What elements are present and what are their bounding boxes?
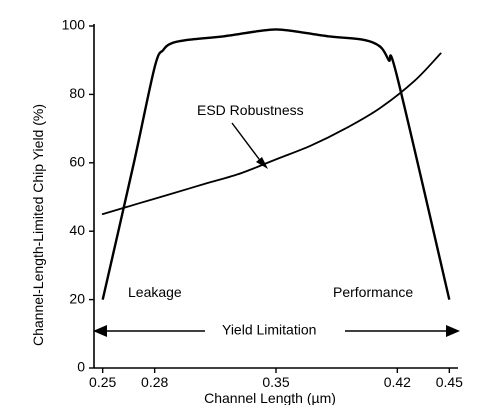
- yield-curve-line: [101, 28, 451, 300]
- performance-label: Performance: [333, 284, 413, 300]
- esd-robustness-label: ESD Robustness: [197, 102, 304, 118]
- x-ticks: 0.25 0.28 0.35 0.42 0.45: [89, 368, 463, 390]
- yield-limitation-arrow-head-right: [446, 325, 460, 337]
- y-axis-title: Channel-Length-Limited Chip Yield (%): [30, 104, 46, 346]
- x-tick-label: 0.28: [141, 374, 168, 390]
- y-tick-label: 0: [77, 359, 85, 375]
- y-tick-label: 60: [69, 154, 85, 170]
- axes: [93, 24, 458, 369]
- x-tick-label: 0.35: [262, 374, 289, 390]
- esd-pointer-arrow-head: [256, 157, 268, 169]
- y-tick-label: 40: [69, 222, 85, 238]
- y-tick-label: 100: [62, 17, 86, 33]
- y-ticks: 0 20 40 60 80 100: [62, 17, 94, 375]
- y-tick-label: 80: [69, 85, 85, 101]
- yield-limitation-arrow-head-left: [93, 325, 107, 337]
- y-tick-label: 20: [69, 290, 85, 306]
- x-tick-label: 0.45: [436, 374, 463, 390]
- x-tick-label: 0.42: [384, 374, 411, 390]
- esd-pointer-arrow-line: [231, 122, 263, 164]
- x-axis-title: Channel Length (µm): [204, 390, 336, 405]
- esd-robustness-line: [101, 52, 442, 215]
- leakage-label: Leakage: [128, 284, 182, 300]
- yield-limitation-label: Yield Limitation: [222, 322, 316, 338]
- x-tick-label: 0.25: [89, 374, 116, 390]
